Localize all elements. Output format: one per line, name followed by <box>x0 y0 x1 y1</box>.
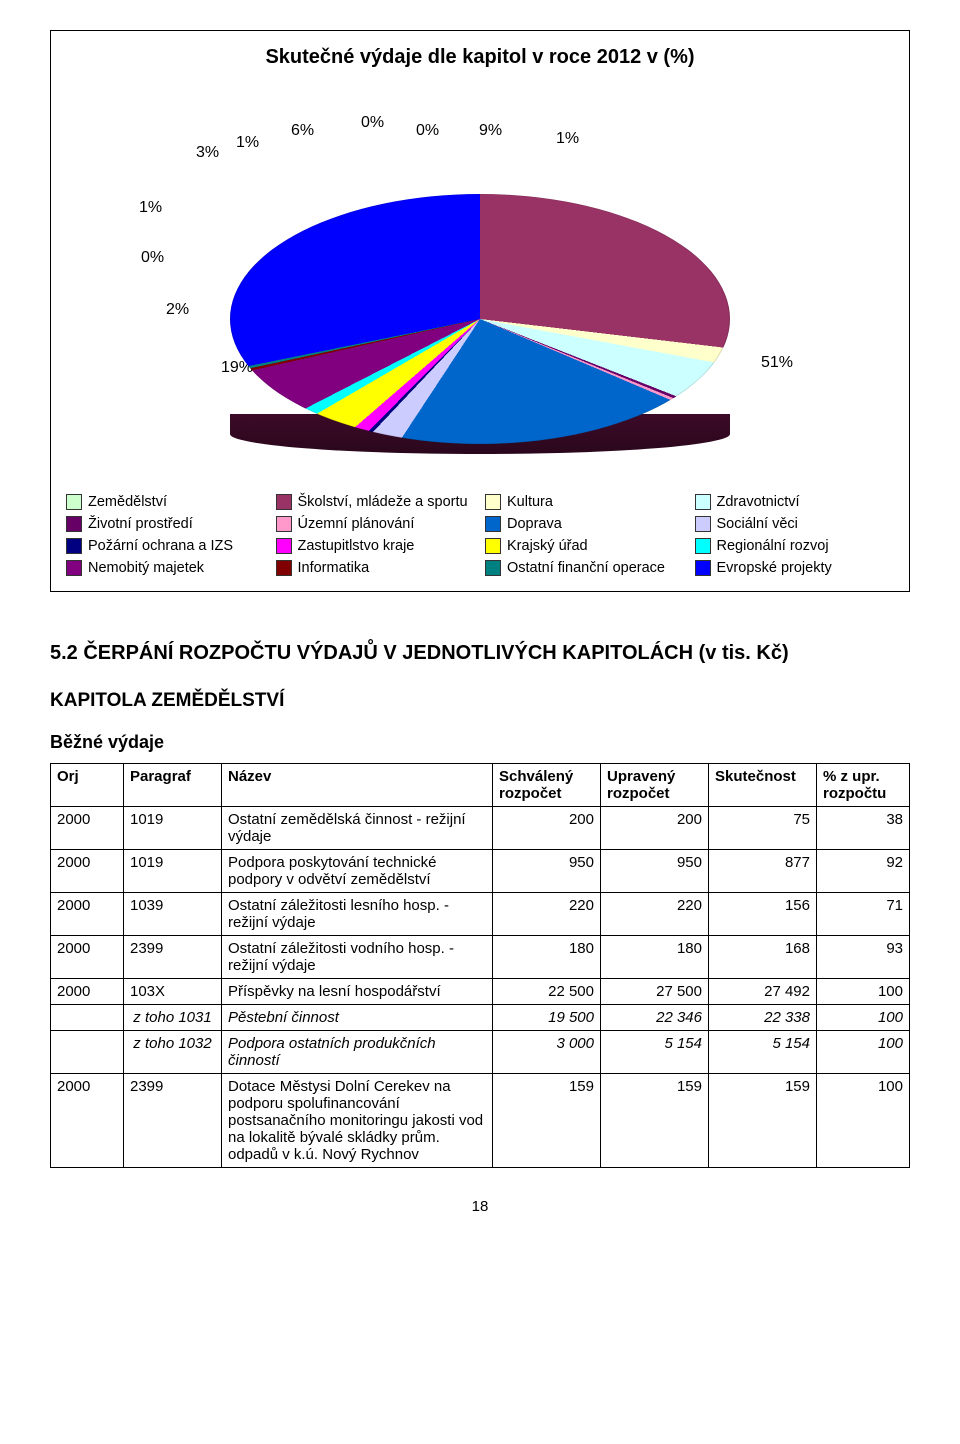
chart-title: Skutečné výdaje dle kapitol v roce 2012 … <box>61 46 899 69</box>
table-cell: 100 <box>817 979 910 1005</box>
legend-swatch <box>66 516 82 532</box>
budget-table: OrjParagrafNázevSchválený rozpočetUprave… <box>50 763 910 1168</box>
chart-pct-label: 1% <box>139 199 162 217</box>
table-header: % z upr. rozpočtu <box>817 764 910 807</box>
pie-chart-panel: Skutečné výdaje dle kapitol v roce 2012 … <box>50 30 910 592</box>
chart-pct-label: 0% <box>141 249 164 267</box>
chapter-heading: KAPITOLA ZEMĚDĚLSTVÍ <box>50 690 910 712</box>
table-cell: 22 346 <box>601 1005 709 1031</box>
table-header: Název <box>222 764 493 807</box>
table-row: 20001019Podpora poskytování technické po… <box>51 850 910 893</box>
table-cell: 180 <box>601 936 709 979</box>
table-cell: 159 <box>493 1074 601 1168</box>
table-cell: 2399 <box>124 936 222 979</box>
table-cell: 27 500 <box>601 979 709 1005</box>
legend-label: Nemobitý majetek <box>88 560 204 576</box>
table-cell: Ostatní zemědělská činnost - režijní výd… <box>222 807 493 850</box>
table-row: z toho 1031Pěstební činnost19 50022 3462… <box>51 1005 910 1031</box>
table-cell <box>51 1031 124 1074</box>
table-cell: 168 <box>709 936 817 979</box>
group-heading: Běžné výdaje <box>50 732 910 753</box>
table-cell: 2399 <box>124 1074 222 1168</box>
table-cell: 19 500 <box>493 1005 601 1031</box>
table-cell: 2000 <box>51 807 124 850</box>
section-heading: 5.2 ČERPÁNÍ ROZPOČTU VÝDAJŮ V JEDNOTLIVÝ… <box>50 642 910 665</box>
legend-label: Životní prostředí <box>88 516 193 532</box>
table-cell: 200 <box>493 807 601 850</box>
table-row: 20001039Ostatní záležitosti lesního hosp… <box>51 893 910 936</box>
legend-swatch <box>66 538 82 554</box>
table-cell: Příspěvky na lesní hospodářství <box>222 979 493 1005</box>
table-cell: 93 <box>817 936 910 979</box>
legend-swatch <box>66 560 82 576</box>
table-cell: 950 <box>601 850 709 893</box>
chart-pct-label: 51% <box>761 354 793 372</box>
table-cell: z toho 1032 <box>124 1031 222 1074</box>
table-cell: 5 154 <box>709 1031 817 1074</box>
table-cell: 200 <box>601 807 709 850</box>
table-row: 20001019Ostatní zemědělská činnost - rež… <box>51 807 910 850</box>
legend-label: Zemědělství <box>88 494 167 510</box>
table-cell: 22 338 <box>709 1005 817 1031</box>
table-header: Upravený rozpočet <box>601 764 709 807</box>
table-cell: 877 <box>709 850 817 893</box>
table-header: Orj <box>51 764 124 807</box>
table-cell: 92 <box>817 850 910 893</box>
table-cell: 220 <box>493 893 601 936</box>
table-cell: 71 <box>817 893 910 936</box>
table-header: Paragraf <box>124 764 222 807</box>
table-cell: 75 <box>709 807 817 850</box>
table-cell: 1019 <box>124 807 222 850</box>
chart-canvas: 3%1%6%0%0%9%1%1%0%2%19%51%0%0%5%2% <box>61 79 899 479</box>
table-cell: Podpora poskytování technické podpory v … <box>222 850 493 893</box>
legend-label: Regionální rozvoj <box>717 538 829 554</box>
table-cell: 100 <box>817 1031 910 1074</box>
table-cell: 100 <box>817 1074 910 1168</box>
table-cell: 103X <box>124 979 222 1005</box>
table-cell: 2000 <box>51 1074 124 1168</box>
table-cell: 159 <box>601 1074 709 1168</box>
table-cell: 220 <box>601 893 709 936</box>
table-cell: Ostatní záležitosti vodního hosp. - reži… <box>222 936 493 979</box>
chart-pct-label: 3% <box>196 144 219 162</box>
table-row: 20002399Dotace Městysi Dolní Cerekev na … <box>51 1074 910 1168</box>
table-header: Schválený rozpočet <box>493 764 601 807</box>
table-cell: Dotace Městysi Dolní Cerekev na podporu … <box>222 1074 493 1168</box>
table-header: Skutečnost <box>709 764 817 807</box>
table-row: 20002399Ostatní záležitosti vodního hosp… <box>51 936 910 979</box>
table-row: z toho 1032Podpora ostatních produkčních… <box>51 1031 910 1074</box>
legend-swatch <box>66 494 82 510</box>
table-row: 2000103XPříspěvky na lesní hospodářství2… <box>51 979 910 1005</box>
table-cell: Ostatní záležitosti lesního hosp. - reži… <box>222 893 493 936</box>
table-cell: 156 <box>709 893 817 936</box>
table-cell: 3 000 <box>493 1031 601 1074</box>
page-number: 18 <box>50 1198 910 1215</box>
table-cell: 27 492 <box>709 979 817 1005</box>
legend-label: Evropské projekty <box>717 560 832 576</box>
table-cell: 180 <box>493 936 601 979</box>
table-cell: 38 <box>817 807 910 850</box>
table-cell: 2000 <box>51 850 124 893</box>
table-cell: 2000 <box>51 936 124 979</box>
table-cell: 950 <box>493 850 601 893</box>
table-cell: 1019 <box>124 850 222 893</box>
table-cell: 22 500 <box>493 979 601 1005</box>
table-cell: 5 154 <box>601 1031 709 1074</box>
table-cell: 100 <box>817 1005 910 1031</box>
table-cell: Pěstební činnost <box>222 1005 493 1031</box>
table-cell: z toho 1031 <box>124 1005 222 1031</box>
table-cell: 159 <box>709 1074 817 1168</box>
table-cell: 2000 <box>51 979 124 1005</box>
legend-label: Požární ochrana a IZS <box>88 538 233 554</box>
table-cell <box>51 1005 124 1031</box>
table-cell: Podpora ostatních produkčních činností <box>222 1031 493 1074</box>
table-cell: 1039 <box>124 893 222 936</box>
table-cell: 2000 <box>51 893 124 936</box>
